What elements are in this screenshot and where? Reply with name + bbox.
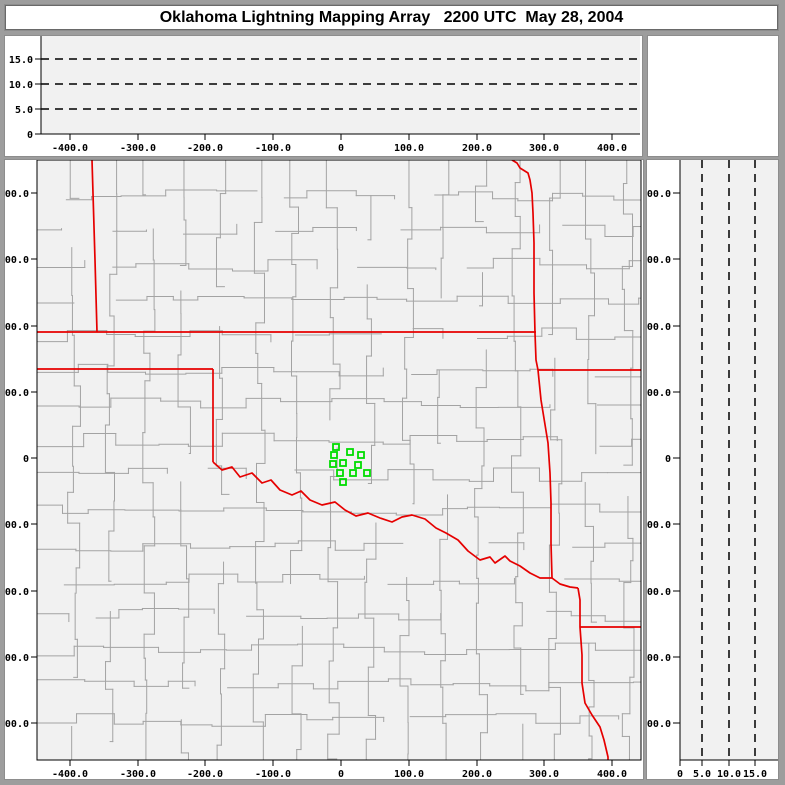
ns-x-tick-label: 0 — [677, 769, 683, 779]
ew-axis-ticks-labels: 15.0 10.0 5.0 0 -400.0 -300.0 -200.0 -100.0 0 100… — [9, 55, 627, 154]
ns-y-tick-label: 200.0 — [647, 322, 671, 333]
ew-x-tick-label: -300.0 — [120, 143, 156, 154]
map-x-tick-label: -300.0 — [120, 769, 156, 779]
ns-y-tick-label: 0 — [665, 454, 671, 465]
ew-x-tick-label: -400.0 — [52, 143, 88, 154]
map-y-tick-label: -200.0 — [5, 587, 29, 598]
ns-y-tick-label: 100.0 — [647, 388, 671, 399]
lma-station-marker — [354, 461, 362, 469]
map-y-tick-label: -400.0 — [5, 719, 29, 730]
map-y-tick-label: 400.0 — [5, 189, 29, 200]
ew-altitude-panel: 15.0 10.0 5.0 0 -400.0 -300.0 -200.0 -100.0 0 100… — [5, 36, 642, 156]
map-y-tick-label: 300.0 — [5, 255, 29, 266]
window-title: Oklahoma Lightning Mapping Array 2200 UT… — [159, 8, 624, 26]
map-y-tick-label: 0 — [23, 454, 29, 465]
state-border-line — [577, 587, 609, 760]
ew-y-tick-label: 15.0 — [9, 55, 33, 66]
plan-view-map-panel: 400.0 300.0 200.0 100.0 0 -100.0 -200.0 -300.0 -… — [5, 160, 643, 779]
ns-axis-ticks-labels: 400.0 300.0 200.0 100.0 0 -100.0 -200.0 -300.0 -… — [647, 189, 767, 779]
ew-y-tick-label: 0 — [27, 130, 33, 141]
ew-plot-area — [41, 36, 640, 134]
lma-stations — [329, 443, 371, 486]
map-x-tick-label: 400.0 — [597, 769, 627, 779]
ns-y-tick-label: 300.0 — [647, 255, 671, 266]
map-y-tick-label: 100.0 — [5, 388, 29, 399]
map-x-tick-label: -100.0 — [255, 769, 291, 779]
state-border-line — [212, 461, 579, 589]
ns-x-tick-label: 10.0 — [717, 769, 741, 779]
ew-x-tick-label: 100.0 — [394, 143, 424, 154]
map-x-tick-label: 100.0 — [394, 769, 424, 779]
lma-station-marker — [346, 448, 354, 456]
map-axis-ticks-labels: 400.0 300.0 200.0 100.0 0 -100.0 -200.0 -300.0 -… — [5, 189, 627, 779]
ns-x-tick-label: 5.0 — [693, 769, 711, 779]
lma-station-marker — [349, 469, 357, 477]
map-x-tick-label: 0 — [338, 769, 344, 779]
map-x-tick-label: -200.0 — [187, 769, 223, 779]
map-x-tick-label: -400.0 — [52, 769, 88, 779]
map-y-tick-label: 200.0 — [5, 322, 29, 333]
ew-x-tick-label: -200.0 — [187, 143, 223, 154]
lma-station-marker — [363, 469, 371, 477]
map-plot-border — [36, 160, 642, 761]
ns-y-tick-label: -100.0 — [647, 520, 671, 531]
county-lines — [36, 160, 642, 761]
lma-station-marker — [329, 460, 337, 468]
state-border-line — [91, 160, 98, 333]
ew-x-tick-label: 0 — [338, 143, 344, 154]
ew-y-tick-label: 10.0 — [9, 80, 33, 91]
map-x-tick-label: 300.0 — [529, 769, 559, 779]
lma-station-marker — [332, 443, 340, 451]
ew-x-tick-label: -100.0 — [255, 143, 291, 154]
ns-y-tick-label: -300.0 — [647, 653, 671, 664]
ew-y-tick-label: 5.0 — [15, 105, 33, 116]
ns-altitude-plot: 400.0 300.0 200.0 100.0 0 -100.0 -200.0 -300.0 -… — [647, 160, 778, 779]
ns-y-tick-label: 400.0 — [647, 189, 671, 200]
lma-station-marker — [357, 451, 365, 459]
ew-altitude-dashed-lines — [41, 58, 640, 110]
lma-station-marker — [336, 469, 344, 477]
state-border-line — [511, 160, 553, 579]
ew-altitude-plot: 15.0 10.0 5.0 0 -400.0 -300.0 -200.0 -100.0 0 100… — [9, 36, 640, 154]
map-y-tick-label: -300.0 — [5, 653, 29, 664]
ew-x-tick-label: 400.0 — [597, 143, 627, 154]
state-borders — [37, 160, 641, 760]
ns-y-tick-label: -400.0 — [647, 719, 671, 730]
ns-y-tick-label: -200.0 — [647, 587, 671, 598]
lma-station-marker — [330, 451, 338, 459]
ns-x-tick-label: 15.0 — [743, 769, 767, 779]
map-y-tick-label: -100.0 — [5, 520, 29, 531]
corner-box — [648, 36, 778, 156]
lma-station-marker — [339, 459, 347, 467]
lma-station-marker — [339, 478, 347, 486]
ns-altitude-panel: 400.0 300.0 200.0 100.0 0 -100.0 -200.0 -300.0 -… — [647, 160, 778, 779]
plan-view-map-plot: 400.0 300.0 200.0 100.0 0 -100.0 -200.0 -300.0 -… — [5, 160, 642, 779]
map-x-tick-label: 200.0 — [462, 769, 492, 779]
ew-x-tick-label: 200.0 — [462, 143, 492, 154]
ew-x-tick-label: 300.0 — [529, 143, 559, 154]
ns-altitude-dashed-lines — [701, 160, 756, 760]
title-bar: Oklahoma Lightning Mapping Array 2200 UT… — [5, 5, 778, 30]
